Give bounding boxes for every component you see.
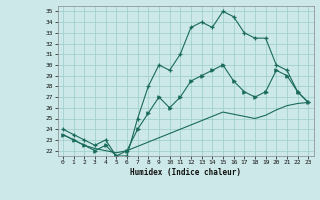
- X-axis label: Humidex (Indice chaleur): Humidex (Indice chaleur): [130, 168, 241, 177]
